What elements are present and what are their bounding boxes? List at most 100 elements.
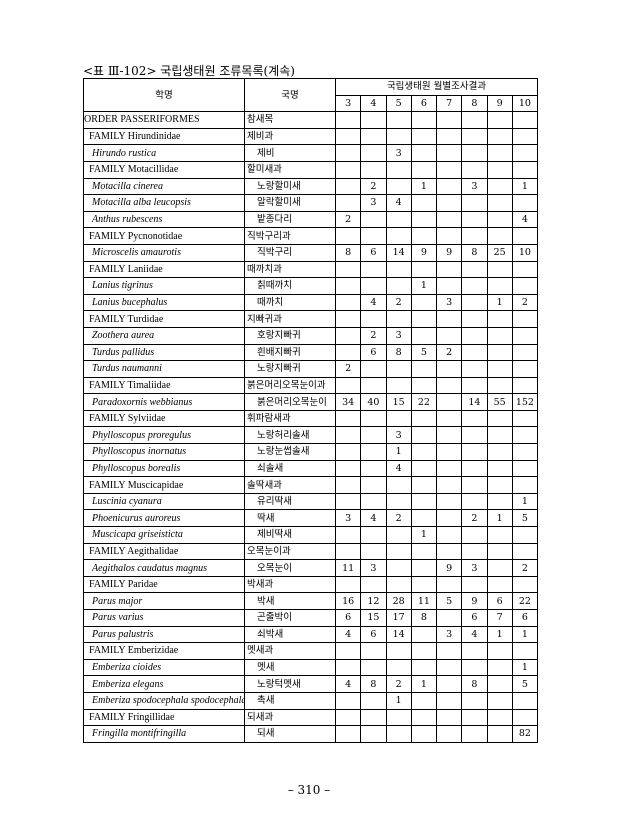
- korean-name: 솔딱새과: [244, 476, 336, 494]
- korean-name: 할미새과: [244, 160, 336, 179]
- count-cell: 3: [435, 293, 463, 312]
- scientific-name: Emberiza cioides: [83, 658, 245, 677]
- count-cell: 5: [511, 509, 539, 528]
- count-cell: [410, 194, 438, 212]
- count-cell: [360, 310, 387, 328]
- table-row: FAMILY Emberizidae 멧새과: [83, 642, 539, 660]
- count-cell: 40: [360, 393, 387, 411]
- count-cell: [511, 277, 539, 295]
- count-cell: [410, 227, 438, 245]
- count-cell: [385, 658, 412, 677]
- count-cell: [511, 426, 539, 445]
- count-cell: [486, 160, 513, 179]
- count-cell: [385, 127, 412, 146]
- count-cell: [435, 725, 463, 743]
- korean-name: 유리딱새: [244, 492, 336, 511]
- table-row: FAMILY Paridae 박새과: [83, 575, 539, 594]
- count-cell: [410, 426, 438, 445]
- table-row: Fringilla montifringilla 되새 82: [83, 725, 539, 743]
- count-cell: [486, 526, 513, 544]
- korean-name: 칡때까치: [244, 277, 336, 295]
- scientific-name: Emberiza elegans: [83, 675, 245, 693]
- count-cell: [435, 127, 463, 146]
- count-cell: [360, 409, 387, 428]
- scientific-name: FAMILY Motacillidae: [83, 160, 245, 179]
- count-cell: [334, 111, 362, 129]
- count-cell: [461, 293, 488, 312]
- scientific-name: ORDER PASSERIFORMES: [83, 111, 245, 129]
- count-cell: [486, 725, 513, 743]
- count-cell: [511, 443, 539, 461]
- count-cell: 12: [360, 592, 387, 610]
- count-cell: 2: [334, 360, 362, 378]
- scientific-name: FAMILY Timaliidae: [83, 376, 245, 395]
- count-cell: [410, 459, 438, 478]
- count-cell: [334, 725, 362, 743]
- month-header: 6: [410, 94, 438, 113]
- count-cell: 3: [461, 559, 488, 577]
- count-cell: 4: [334, 675, 362, 693]
- count-cell: [385, 210, 412, 229]
- count-cell: [410, 658, 438, 677]
- count-cell: 3: [360, 194, 387, 212]
- scientific-name: Muscicapa griseisticta: [83, 526, 245, 544]
- count-cell: [511, 360, 539, 378]
- count-cell: [360, 127, 387, 146]
- count-cell: [511, 409, 539, 428]
- count-cell: [410, 509, 438, 528]
- count-cell: [435, 509, 463, 528]
- count-cell: [486, 227, 513, 245]
- count-cell: 8: [385, 343, 412, 362]
- header-row: 3 4 5 6 7 8 9 10: [84, 94, 539, 113]
- count-cell: [410, 708, 438, 727]
- scientific-name: FAMILY Aegithalidae: [83, 542, 245, 561]
- count-cell: [435, 642, 463, 660]
- table-row: Paradoxornis webbianus 붉은머리오목눈이 34 40 15 22 14…: [83, 393, 539, 411]
- count-cell: [410, 111, 438, 129]
- count-cell: [360, 575, 387, 594]
- korean-name: 노랑턱멧새: [244, 675, 336, 693]
- count-cell: [385, 360, 412, 378]
- count-cell: [334, 310, 362, 328]
- table-row: Zoothera aurea 호랑지빠귀 2 3: [83, 326, 539, 345]
- count-cell: [410, 575, 438, 594]
- count-cell: [435, 393, 463, 411]
- count-cell: 1: [410, 277, 438, 295]
- count-cell: 4: [461, 625, 488, 644]
- table-row: Emberiza spodocephala spodocephala 촉새 1: [83, 691, 539, 710]
- count-cell: [486, 409, 513, 428]
- count-cell: [385, 526, 412, 544]
- count-cell: [360, 492, 387, 511]
- count-cell: 4: [360, 509, 387, 528]
- header-cell: 국명: [244, 77, 336, 113]
- count-cell: 2: [334, 210, 362, 229]
- table-row: Motacilla cinerea 노랑할미새 2 1 3 1: [83, 177, 539, 196]
- count-cell: 3: [385, 326, 412, 345]
- scientific-name: Hirundo rustica: [83, 144, 245, 162]
- count-cell: [435, 277, 463, 295]
- count-cell: [435, 542, 463, 561]
- count-cell: 9: [435, 559, 463, 577]
- count-cell: [410, 376, 438, 395]
- table-row: Parus major 박새 16 12 28 11 5 9 6 22: [83, 592, 539, 610]
- count-cell: [511, 542, 539, 561]
- korean-name: 직박구리: [244, 243, 336, 262]
- count-cell: [385, 542, 412, 561]
- scientific-name: Aegithalos caudatus magnus: [83, 559, 245, 577]
- count-cell: [410, 691, 438, 710]
- count-cell: [461, 310, 488, 328]
- count-cell: [486, 476, 513, 494]
- count-cell: [385, 177, 412, 196]
- count-cell: [334, 459, 362, 478]
- count-cell: [486, 492, 513, 511]
- count-cell: 6: [511, 609, 539, 627]
- count-cell: 10: [511, 243, 539, 262]
- korean-name: 붉은머리오목눈이: [244, 393, 336, 411]
- table-row: FAMILY Sylviidae 휘파람새과: [83, 409, 539, 428]
- count-cell: 5: [511, 675, 539, 693]
- scientific-name: Phylloscopus borealis: [83, 459, 245, 478]
- korean-name: 멧새과: [244, 642, 336, 660]
- count-cell: 5: [435, 592, 463, 610]
- count-cell: 14: [385, 625, 412, 644]
- count-cell: 1: [511, 658, 539, 677]
